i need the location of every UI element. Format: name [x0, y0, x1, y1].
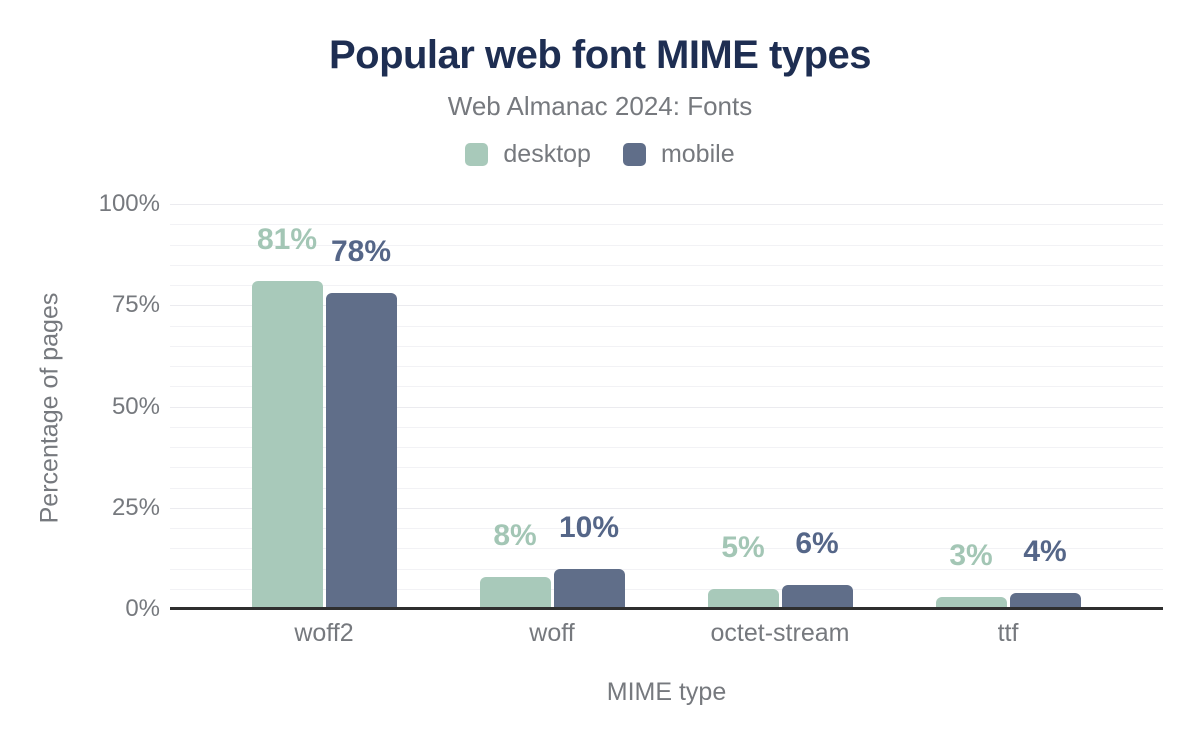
bar-mobile-octet-stream[interactable] [781, 584, 853, 609]
gridline-90pct [170, 244, 1163, 246]
gridline-80pct [170, 285, 1163, 286]
gridline-50pct [170, 406, 1163, 408]
legend-swatch-mobile [622, 143, 646, 166]
gridline-100pct [170, 204, 1163, 205]
bar-desktop-ttf[interactable] [935, 596, 1007, 609]
gridline-75pct [170, 305, 1163, 307]
gridline-20pct [170, 528, 1163, 529]
bar-mobile-woff[interactable] [553, 568, 625, 609]
x-axis-line [170, 607, 1163, 610]
y-tick-label-25%: 25% [111, 493, 160, 521]
gridline-30pct [170, 487, 1163, 489]
gridline-10pct [170, 568, 1163, 570]
legend-item-mobile[interactable]: mobile [622, 140, 735, 169]
y-tick-label-0%: 0% [125, 595, 160, 622]
y-tick-label-75%: 75% [111, 291, 160, 319]
legend-label-mobile: mobile [660, 140, 735, 168]
y-tick-label-50%: 50% [111, 392, 160, 420]
x-category-label-octet-stream: octet-stream [710, 619, 850, 647]
bar-value-label-desktop-ttf: 3% [949, 538, 993, 572]
legend: desktop mobile [0, 140, 1200, 169]
bar-desktop-woff2[interactable] [251, 280, 323, 609]
bar-mobile-ttf[interactable] [1009, 592, 1081, 609]
chart-subtitle: Web Almanac 2024: Fonts [447, 91, 753, 121]
x-category-label-woff: woff [529, 619, 575, 647]
gridline-5pct [170, 588, 1163, 590]
bar-value-label-desktop-woff2: 81% [256, 222, 318, 256]
gridline-25pct [170, 507, 1163, 509]
bar-desktop-octet-stream[interactable] [707, 588, 779, 609]
gridline-45pct [170, 426, 1163, 428]
legend-swatch-desktop [465, 143, 489, 166]
x-category-label-ttf: ttf [997, 619, 1019, 647]
bar-value-label-mobile-octet-stream: 6% [795, 526, 839, 560]
bar-value-label-mobile-woff2: 78% [330, 235, 392, 269]
bar-value-label-mobile-woff: 10% [558, 510, 620, 544]
gridline-60pct [170, 366, 1163, 367]
gridline-95pct [170, 224, 1163, 226]
legend-label-desktop: desktop [503, 140, 591, 168]
gridline-35pct [170, 467, 1163, 469]
bar-value-label-desktop-octet-stream: 5% [721, 530, 765, 564]
gridline-15pct [170, 548, 1163, 550]
bar-desktop-woff[interactable] [479, 576, 551, 609]
gridline-65pct [170, 345, 1163, 347]
gridline-70pct [170, 325, 1163, 327]
x-axis-title: MIME type [606, 678, 727, 706]
gridline-55pct [170, 386, 1163, 388]
gridline-40pct [170, 447, 1163, 448]
y-tick-label-100%: 100% [98, 190, 160, 217]
bar-mobile-woff2[interactable] [325, 293, 397, 609]
chart-title: Popular web font MIME types [328, 33, 872, 77]
gridline-85pct [170, 264, 1163, 266]
legend-item-desktop[interactable]: desktop [465, 140, 591, 169]
bar-value-label-mobile-ttf: 4% [1023, 534, 1067, 568]
x-category-label-woff2: woff2 [294, 619, 354, 647]
bar-value-label-desktop-woff: 8% [493, 518, 537, 552]
